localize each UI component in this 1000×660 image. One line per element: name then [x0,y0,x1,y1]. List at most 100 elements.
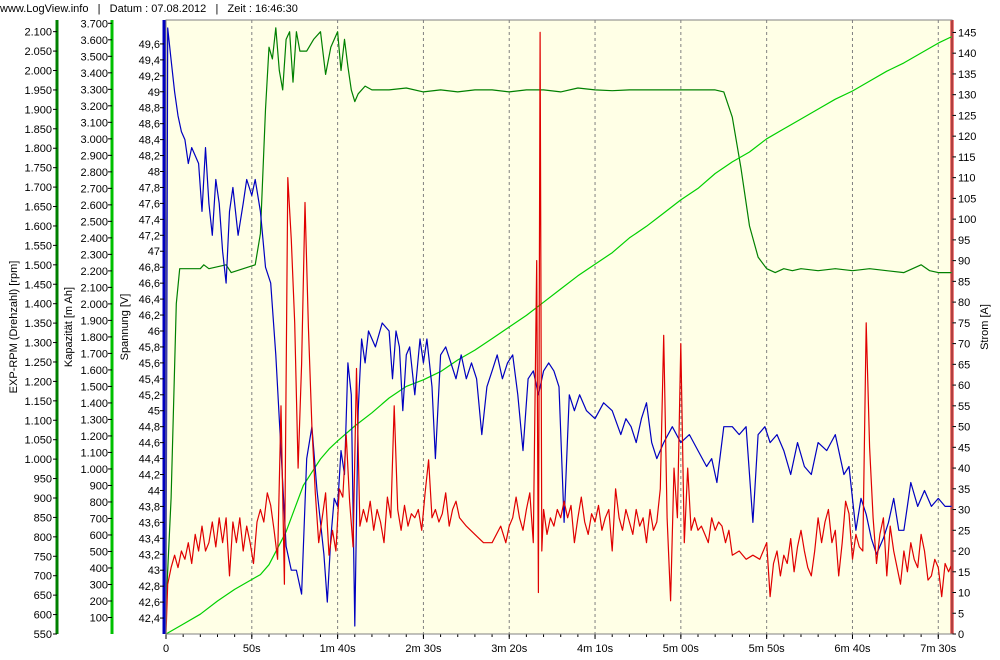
x-tick-label: 7m 30s [920,643,957,655]
y-tick-label-amp: 115 [958,152,976,164]
y-tick-label-volt: 47,6 [139,198,160,210]
y-tick-label-rpm: 700 [34,571,52,583]
y-tick-label-volt: 46,8 [139,262,160,274]
y-tick-label-amp: 140 [958,48,976,60]
y-tick-label-amp: 15 [958,567,970,579]
y-tick-label-amp: 90 [958,256,970,268]
y-tick-label-amp: 130 [958,90,976,102]
y-tick-label-cap: 600 [90,530,108,542]
y-tick-label-volt: 46,6 [139,278,160,290]
y-tick-label-rpm: 1.900 [24,104,52,116]
y-tick-label-rpm: 1.500 [24,260,52,272]
y-tick-label-volt: 45,2 [139,390,160,402]
y-tick-label-rpm: 1.200 [24,376,52,388]
series-line-amp [165,31,953,635]
y-tick-label-volt: 46,4 [139,294,160,306]
grid [251,20,939,634]
y-tick-label-volt: 42,6 [139,597,160,609]
y-tick-label-volt: 44,2 [139,470,160,482]
y-tick-label-cap: 500 [90,546,108,558]
y-tick-label-cap: 2.000 [80,299,108,311]
y-tick-label-cap: 1.300 [80,414,108,426]
y-tick-label-rpm: 1.000 [24,454,52,466]
y-tick-label-cap: 3.400 [80,68,108,80]
y-tick-label-volt: 44,6 [139,438,160,450]
y-tick-label-rpm: 800 [34,532,52,544]
series-line-volt [165,27,952,627]
y-tick-label-rpm: 2.100 [24,27,52,39]
y-tick-label-cap: 1.900 [80,315,108,327]
x-tick-label: 6m 40s [834,643,871,655]
y-tick-label-cap: 3.700 [80,18,108,30]
y-tick-label-amp: 120 [958,131,976,143]
axis-title-volt: Spannung [V] [119,294,131,361]
x-tick-label: 50s [243,643,261,655]
y-tick-label-rpm: 1.400 [24,299,52,311]
y-tick-label-cap: 300 [90,579,108,591]
y-tick-label-cap: 3.100 [80,117,108,129]
y-tick-label-cap: 1.200 [80,431,108,443]
y-tick-label-rpm: 1.300 [24,338,52,350]
y-tick-label-volt: 48,2 [139,151,160,163]
y-tick-label-rpm: 600 [34,610,52,622]
y-tick-label-cap: 2.800 [80,167,108,179]
y-tick-label-amp: 70 [958,339,970,351]
y-tick-label-cap: 200 [90,596,108,608]
y-tick-label-cap: 3.600 [80,35,108,47]
y-tick-label-rpm: 1.700 [24,182,52,194]
series-line-rpm [165,27,952,607]
y-tick-label-rpm: 1.750 [24,163,52,175]
y-tick-label-amp: 110 [958,173,976,185]
y-tick-label-cap: 1.700 [80,348,108,360]
y-tick-label-amp: 135 [958,69,976,81]
y-tick-label-cap: 100 [90,612,108,624]
y-tick-label-rpm: 1.550 [24,240,52,252]
y-tick-label-cap: 3.500 [80,51,108,63]
y-tick-label-cap: 2.300 [80,249,108,261]
y-tick-label-cap: 1.000 [80,464,108,476]
y-tick-label-amp: 5 [958,608,964,620]
y-tick-label-volt: 49,2 [139,71,160,83]
y-tick-label-rpm: 1.800 [24,143,52,155]
y-tick-label-rpm: 1.350 [24,318,52,330]
y-tick-label-cap: 1.100 [80,447,108,459]
x-tick-label: 3m 20s [491,643,528,655]
y-tick-label-volt: 47,8 [139,182,160,194]
y-tick-label-cap: 1.500 [80,381,108,393]
site-label[interactable]: www.LogView.info [0,3,89,15]
y-tick-label-amp: 45 [958,442,970,454]
axis-title-cap: Kapazität [m Ah] [63,287,75,367]
y-tick-label-rpm: 1.600 [24,221,52,233]
y-tick-label-amp: 35 [958,484,970,496]
y-tick-label-volt: 44,8 [139,422,160,434]
y-tick-label-volt: 49 [148,87,160,99]
y-tick-label-rpm: 1.450 [24,279,52,291]
y-tick-label-amp: 10 [958,588,970,600]
y-tick-label-volt: 44 [148,485,160,497]
y-tick-label-volt: 48,6 [139,119,160,131]
y-tick-label-amp: 55 [958,401,970,413]
y-tick-label-cap: 1.800 [80,332,108,344]
y-tick-label-volt: 42,4 [139,613,160,625]
y-tick-label-rpm: 2.050 [24,46,52,58]
y-tick-label-volt: 48,4 [139,135,160,147]
y-tick-label-amp: 25 [958,525,970,537]
y-tick-label-rpm: 950 [34,474,52,486]
header-bar: www.LogView.info | Datum : 07.08.2012 | … [0,3,298,15]
plot-background [166,20,952,634]
y-tick-label-volt: 45,6 [139,358,160,370]
y-tick-label-rpm: 550 [34,629,52,641]
y-tick-label-cap: 900 [90,480,108,492]
y-tick-label-cap: 2.100 [80,282,108,294]
time-label: Zeit : 16:46:30 [227,3,298,15]
y-tick-label-cap: 3.300 [80,84,108,96]
x-tick-label: 1m 40s [320,643,357,655]
y-tick-label-cap: 2.200 [80,266,108,278]
y-tick-label-cap: 1.600 [80,365,108,377]
y-tick-label-volt: 43,4 [139,533,160,545]
x-tick-label: 4m 10s [577,643,614,655]
y-tick-label-amp: 65 [958,359,970,371]
y-tick-label-amp: 20 [958,546,970,558]
axis-title-rpm: EXP-RPM (Drehzahl) [rpm] [8,261,20,394]
